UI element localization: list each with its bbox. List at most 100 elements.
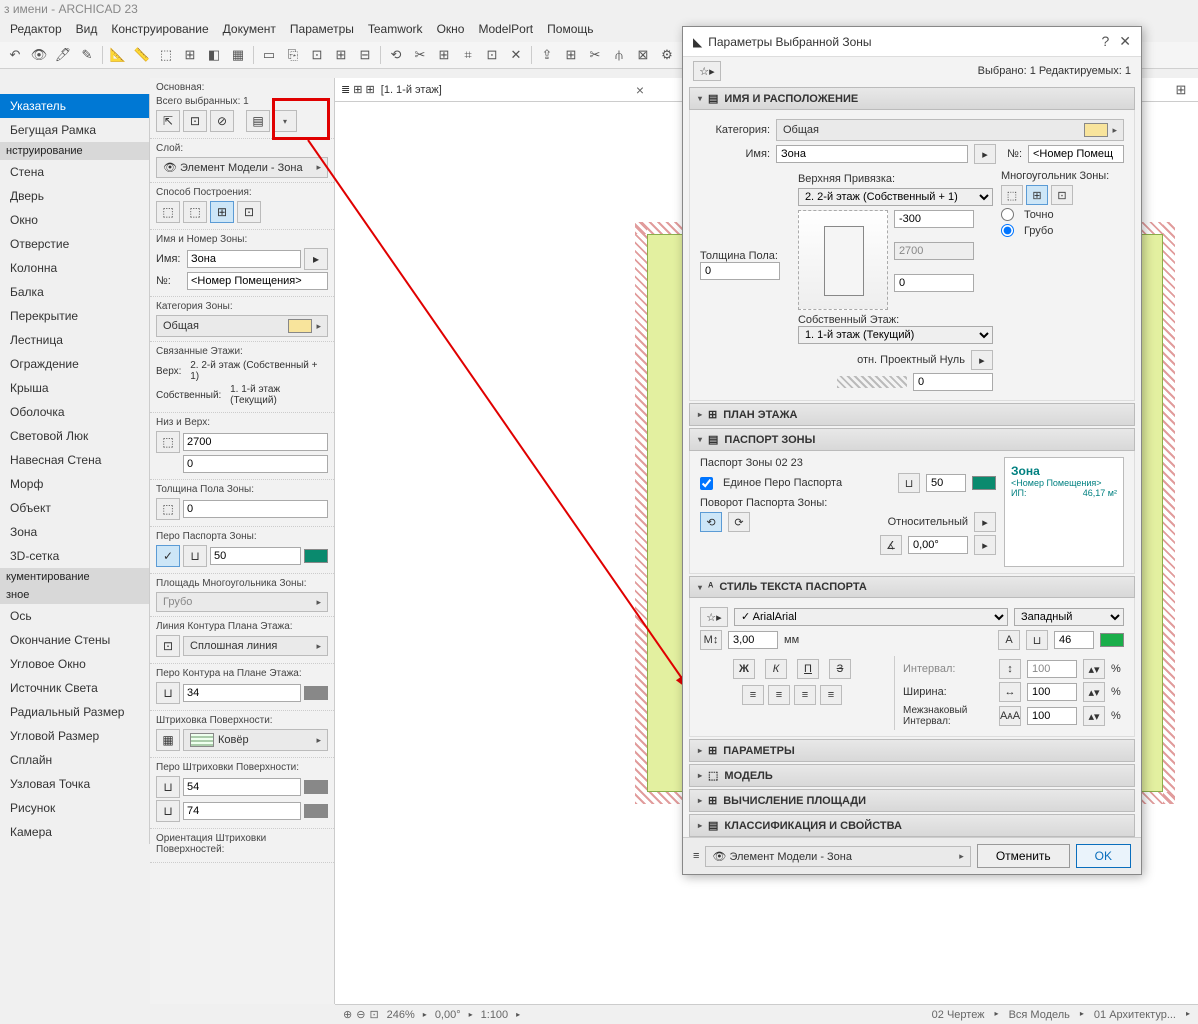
dlg-ownstory-select[interactable]: 1. 1-й этаж (Текущий) bbox=[798, 326, 993, 344]
tab-close-icon[interactable]: × bbox=[636, 82, 644, 98]
menu-options[interactable]: Параметры bbox=[290, 22, 354, 36]
sb-scale[interactable]: 1:100 bbox=[481, 1009, 509, 1021]
strike-btn[interactable]: З bbox=[829, 659, 851, 679]
tool-light[interactable]: Источник Света bbox=[0, 676, 149, 700]
align-right[interactable]: ≡ bbox=[794, 685, 816, 705]
poly-mode-3[interactable]: ⊡ bbox=[1051, 185, 1073, 205]
ib-floorthick-input[interactable] bbox=[183, 500, 328, 518]
ib-select-btn[interactable]: ⇱ bbox=[156, 110, 180, 132]
poly-exact-radio[interactable] bbox=[1001, 208, 1014, 221]
sb-view[interactable]: 02 Чертеж bbox=[932, 1009, 985, 1021]
font-size-input[interactable] bbox=[728, 631, 778, 649]
tb-layout-icon[interactable]: ▦ bbox=[227, 44, 249, 66]
tab-tool-icon[interactable]: ⊞ bbox=[1170, 79, 1192, 101]
align-center[interactable]: ≡ bbox=[768, 685, 790, 705]
tab-icons[interactable]: ≣ ⊞ ⊞ bbox=[341, 83, 375, 96]
tool-hotspot[interactable]: Узловая Точка bbox=[0, 772, 149, 796]
section-textstyle[interactable]: ▾ᴬСТИЛЬ ТЕКСТА ПАСПОРТА bbox=[689, 576, 1135, 598]
dlg-name-more[interactable]: ▸ bbox=[974, 144, 996, 164]
ib-poly-dropdown[interactable]: Грубо▸ bbox=[156, 592, 328, 612]
ib-pen-input[interactable] bbox=[210, 547, 301, 565]
tb-up-icon[interactable]: ⇪ bbox=[536, 44, 558, 66]
menu-modelport[interactable]: ModelPort bbox=[478, 22, 533, 36]
tb-gear-icon[interactable]: ⚙ bbox=[656, 44, 678, 66]
section-class[interactable]: ▸▤КЛАССИФИКАЦИЯ И СВОЙСТВА bbox=[689, 814, 1135, 837]
favorite-button[interactable]: ☆▸ bbox=[693, 61, 721, 81]
dlg-projzero-btn[interactable]: ▸ bbox=[971, 350, 993, 370]
section-params[interactable]: ▸⊞ПАРАМЕТРЫ bbox=[689, 739, 1135, 762]
tool-axis[interactable]: Ось bbox=[0, 604, 149, 628]
dlg-floorthick-input[interactable] bbox=[700, 262, 780, 280]
ib-hatchpen2-icon[interactable]: ⊔ bbox=[156, 800, 180, 822]
menu-document[interactable]: Документ bbox=[223, 22, 276, 36]
dialog-close-icon[interactable]: ✕ bbox=[1119, 33, 1131, 50]
tracking-spin[interactable]: ▴▾ bbox=[1083, 706, 1105, 726]
single-pen-check[interactable] bbox=[700, 477, 713, 490]
ib-layer-dropdown[interactable]: 👁 Элемент Модели - Зона ▸ bbox=[156, 157, 328, 178]
dlg-toplink-select[interactable]: 2. 2-й этаж (Собственный + 1) bbox=[798, 188, 993, 206]
ib-outlinepen-swatch[interactable] bbox=[304, 686, 328, 700]
tool-angledim[interactable]: Угловой Размер bbox=[0, 724, 149, 748]
ib-pen-swatch[interactable] bbox=[304, 549, 328, 563]
tb-grid-icon[interactable]: ⊞ bbox=[179, 44, 201, 66]
dlg-pen-input[interactable] bbox=[926, 474, 966, 492]
dlg-cat-dropdown[interactable]: Общая▸ bbox=[776, 119, 1124, 141]
tool-cornerwin[interactable]: Угловое Окно bbox=[0, 652, 149, 676]
ib-hatch-dropdown[interactable]: Ковёр▸ bbox=[183, 729, 328, 751]
ib-lo-input[interactable] bbox=[183, 455, 328, 473]
tb-cut-icon[interactable]: ✂ bbox=[409, 44, 431, 66]
section-passport[interactable]: ▾▤ПАСПОРТ ЗОНЫ bbox=[689, 428, 1135, 451]
underline-btn[interactable]: П bbox=[797, 659, 819, 679]
width-input[interactable] bbox=[1027, 683, 1077, 701]
ib-hatchpen2-swatch[interactable] bbox=[304, 804, 328, 818]
rot-angle-more[interactable]: ▸ bbox=[974, 535, 996, 555]
sb-model[interactable]: Вся Модель bbox=[1009, 1009, 1070, 1021]
tool-object[interactable]: Объект bbox=[0, 496, 149, 520]
font-select[interactable]: ✓ ArialArial bbox=[734, 608, 1008, 626]
encoding-select[interactable]: Западный bbox=[1014, 608, 1124, 626]
italic-btn[interactable]: К bbox=[765, 659, 787, 679]
tb-split-icon[interactable]: ◧ bbox=[203, 44, 225, 66]
ib-outlinepen-icon[interactable]: ⊔ bbox=[156, 682, 180, 704]
section-calc[interactable]: ▸⊞ВЫЧИСЛЕНИЕ ПЛОЩАДИ bbox=[689, 789, 1135, 812]
tb-snap-icon[interactable]: ⊡ bbox=[481, 44, 503, 66]
menu-view[interactable]: Вид bbox=[76, 22, 98, 36]
ib-num-input[interactable] bbox=[187, 272, 328, 290]
footer-layer-dropdown[interactable]: 👁 Элемент Модели - Зона▸ bbox=[705, 846, 970, 867]
sb-arch[interactable]: 01 Архитектур... bbox=[1094, 1009, 1176, 1021]
tb-split2-icon[interactable]: ⫛ bbox=[608, 44, 630, 66]
dlg-name-input[interactable] bbox=[776, 145, 968, 163]
tb-box-icon[interactable]: ⬚ bbox=[155, 44, 177, 66]
tool-wallend[interactable]: Окончание Стены bbox=[0, 628, 149, 652]
tool-marquee[interactable]: Бегущая Рамка bbox=[0, 118, 149, 142]
rot-btn-2[interactable]: ⟳ bbox=[728, 512, 750, 532]
tb-close-icon[interactable]: ✕ bbox=[505, 44, 527, 66]
pen2-swatch[interactable] bbox=[1100, 633, 1124, 647]
cancel-button[interactable]: Отменить bbox=[977, 844, 1070, 868]
tb-edit-icon[interactable]: ✎ bbox=[76, 44, 98, 66]
tool-opening[interactable]: Отверстие bbox=[0, 232, 149, 256]
tb-trim-icon[interactable]: ✂ bbox=[584, 44, 606, 66]
tool-spline[interactable]: Сплайн bbox=[0, 748, 149, 772]
tb-sel-icon[interactable]: ⊞ bbox=[560, 44, 582, 66]
ok-button[interactable]: OK bbox=[1076, 844, 1131, 868]
tool-window[interactable]: Окно bbox=[0, 208, 149, 232]
ib-pen-multi[interactable]: ⊔ bbox=[183, 545, 207, 567]
ib-own-val[interactable]: 1. 1-й этаж (Текущий) bbox=[230, 384, 328, 406]
tb-opt3-icon[interactable]: ⊟ bbox=[354, 44, 376, 66]
section-name-position[interactable]: ▾▤ИМЯ И РАСПОЛОЖЕНИЕ bbox=[689, 87, 1135, 110]
tool-stair[interactable]: Лестница bbox=[0, 328, 149, 352]
tracking-input[interactable] bbox=[1027, 707, 1077, 725]
font-favorite[interactable]: ☆▸ bbox=[700, 607, 728, 627]
tool-radialdim[interactable]: Радиальный Размер bbox=[0, 700, 149, 724]
sb-zoom[interactable]: 246% bbox=[387, 1009, 415, 1021]
tb-undo-icon[interactable]: ↶ bbox=[4, 44, 26, 66]
ib-method-3[interactable]: ⊞ bbox=[210, 201, 234, 223]
ib-link-btn[interactable]: ⊘ bbox=[210, 110, 234, 132]
tool-morph[interactable]: Морф bbox=[0, 472, 149, 496]
sb-min-icon[interactable]: ⊖ bbox=[356, 1008, 365, 1021]
ib-pen-single[interactable]: ✓ bbox=[156, 545, 180, 567]
ib-top-val[interactable]: 2. 2-й этаж (Собственный + 1) bbox=[190, 360, 328, 382]
ib-cat-dropdown[interactable]: Общая ▸ bbox=[156, 315, 328, 337]
tb-copy-icon[interactable]: ⎘ bbox=[282, 44, 304, 66]
